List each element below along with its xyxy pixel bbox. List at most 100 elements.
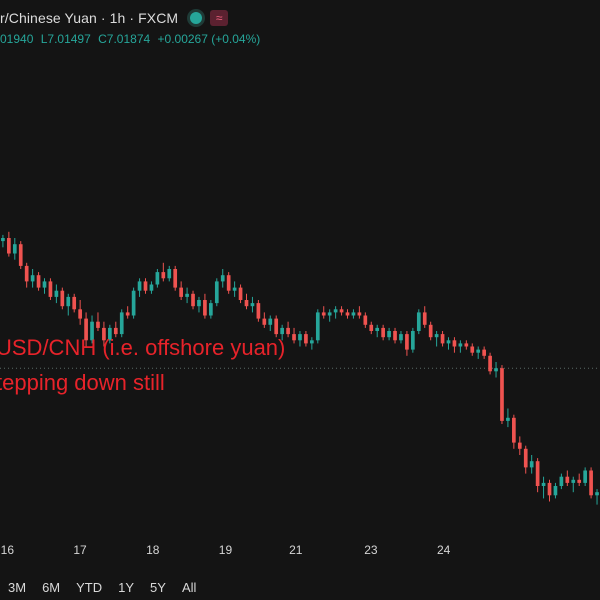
candle-body <box>238 287 243 300</box>
candle-body <box>66 296 71 307</box>
candle <box>280 324 284 341</box>
candle-body <box>304 334 308 344</box>
candle <box>559 473 564 490</box>
range-button-1y[interactable]: 1Y <box>118 579 135 595</box>
candle <box>589 467 593 499</box>
candle-body <box>500 368 504 421</box>
candle <box>333 306 338 319</box>
candle <box>113 321 118 338</box>
candle <box>161 262 166 282</box>
candle <box>119 309 124 338</box>
market-open-dot-icon <box>190 12 203 24</box>
candle-body <box>274 318 279 335</box>
candle-body <box>339 309 344 313</box>
candle <box>535 458 540 493</box>
candle-body <box>535 461 540 486</box>
candle <box>78 300 82 325</box>
candle-body <box>12 244 17 254</box>
candle-body <box>203 300 207 316</box>
candle <box>517 436 522 455</box>
candle-body <box>125 312 130 316</box>
candle <box>577 473 582 486</box>
candle <box>416 309 421 335</box>
candle-body <box>72 296 77 310</box>
candle <box>143 278 148 294</box>
candle <box>321 306 326 319</box>
range-button-all[interactable]: All <box>181 579 197 595</box>
candle <box>500 365 504 424</box>
candle <box>42 278 47 294</box>
candle <box>506 408 510 428</box>
candle-body <box>149 284 154 291</box>
candle-body <box>571 479 576 483</box>
candle-body <box>90 321 94 341</box>
candle-body <box>405 334 409 350</box>
candle <box>7 231 11 257</box>
range-button-3m[interactable]: 3M <box>8 579 27 595</box>
candle-body <box>440 334 445 344</box>
candle <box>173 265 178 291</box>
candle-body <box>113 327 118 335</box>
candle <box>482 346 486 359</box>
candle-body <box>24 265 29 282</box>
candle-body <box>541 482 546 486</box>
range-button-5y[interactable]: 5Y <box>150 579 166 595</box>
candle <box>315 309 320 344</box>
candle-body <box>54 290 59 297</box>
candle-body <box>387 331 391 338</box>
candle <box>137 278 142 297</box>
candle-body <box>298 334 302 341</box>
indicator-wave-icon[interactable]: ≈ <box>210 10 229 26</box>
candle-body <box>512 417 516 443</box>
candle <box>226 272 231 294</box>
candle <box>399 331 403 344</box>
candle <box>512 414 516 449</box>
candle-body <box>529 461 534 468</box>
candle <box>529 455 534 474</box>
candle <box>494 362 498 378</box>
range-button-ytd[interactable]: YTD <box>76 579 103 595</box>
candle-body <box>470 346 475 353</box>
candle-body <box>137 281 142 291</box>
annotation-line-2: tepping down still <box>0 370 165 395</box>
candle <box>357 306 362 319</box>
candle <box>446 337 451 350</box>
candle-body <box>155 272 160 285</box>
candle <box>452 337 457 353</box>
candle-body <box>464 343 469 347</box>
candle-body <box>96 321 100 328</box>
candle <box>1 234 5 248</box>
candle <box>84 312 88 347</box>
candle <box>179 281 183 300</box>
candle <box>595 489 599 505</box>
candle <box>220 269 225 288</box>
candle-body <box>488 355 492 372</box>
candle-body <box>84 318 88 341</box>
ohlc-readout: 01940 L7.01497 C7.01874 +0.00267 (+0.04%… <box>0 32 264 48</box>
candle <box>149 281 154 294</box>
candle <box>18 241 23 269</box>
candle <box>381 324 385 341</box>
range-button-6m[interactable]: 6M <box>42 579 61 595</box>
candle-body <box>286 327 290 335</box>
candle-body <box>517 442 522 449</box>
candle-body <box>393 331 397 341</box>
candle-body <box>476 349 481 353</box>
candle <box>250 296 255 313</box>
ohlc-change: +0.00267 (+0.04%) <box>157 32 261 46</box>
candle <box>24 262 29 288</box>
candle-body <box>292 334 296 341</box>
candle <box>66 293 71 316</box>
candle <box>393 327 397 344</box>
candle <box>440 331 445 347</box>
candle-body <box>375 327 380 331</box>
candle <box>351 309 356 319</box>
candle-body <box>244 300 249 307</box>
candle <box>48 278 53 300</box>
symbol-title[interactable]: r/Chinese Yuan · 1h · FXCM <box>0 10 179 26</box>
candle-body <box>268 318 273 325</box>
candle-body <box>458 343 463 347</box>
candle-body <box>553 486 558 496</box>
candle-body <box>363 315 368 325</box>
